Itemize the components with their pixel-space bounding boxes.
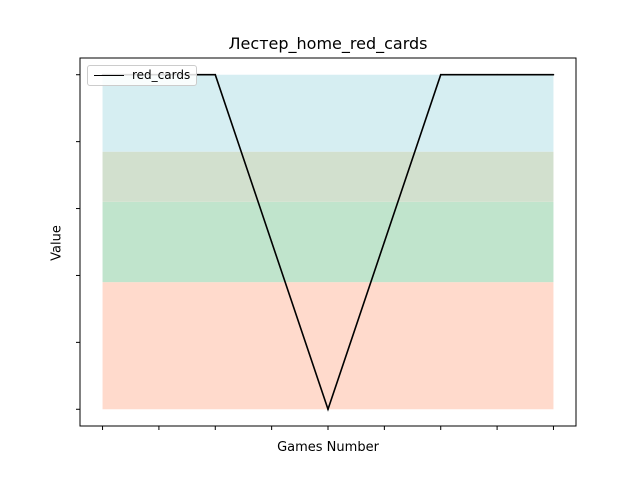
y-axis-label: Value (49, 225, 65, 261)
band-2 (102, 151, 554, 202)
data-point (552, 73, 555, 76)
background-bands (102, 74, 554, 410)
data-point (383, 241, 386, 243)
data-point (270, 241, 273, 243)
axis-ticks (76, 74, 554, 430)
data-point (327, 408, 329, 411)
band-1 (102, 201, 554, 283)
band-0 (102, 282, 554, 410)
band-3 (102, 74, 554, 152)
data-point (214, 73, 217, 76)
data-point (439, 73, 442, 76)
legend-line-swatch (94, 74, 124, 76)
x-axis-label: Games Number (277, 440, 379, 455)
legend-label: red_cards (132, 68, 191, 82)
legend: red_cards (87, 65, 198, 86)
chart-title: Лестер_home_red_cards (228, 34, 428, 53)
data-point (496, 73, 498, 76)
